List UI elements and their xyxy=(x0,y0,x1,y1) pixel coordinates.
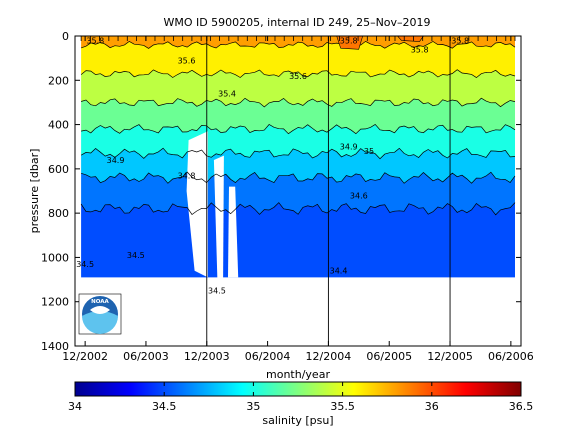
contour-label: 34.8 xyxy=(178,172,196,181)
x-tick-label: 06/2005 xyxy=(366,350,412,363)
colorbar-tick-label: 36.5 xyxy=(509,400,534,413)
x-tick-label: 12/2003 xyxy=(184,350,230,363)
plot-frame xyxy=(74,35,522,347)
y-axis-label: pressure [dbar] xyxy=(28,149,41,234)
plot-area: 35.835.635.435.635.835.835.834.934.834.9… xyxy=(75,36,521,346)
contour-label: 34.9 xyxy=(107,156,125,165)
contour-line xyxy=(80,171,516,184)
x-tick-label: 06/2003 xyxy=(123,350,169,363)
contour-label: 34.5 xyxy=(208,287,226,296)
contour-label: 34.5 xyxy=(127,251,145,260)
salinity-layer xyxy=(81,69,515,107)
colorbar-ticks: 34 34.5 35 35.5 36 36.5 xyxy=(68,382,533,413)
x-axis: 12/2002 06/2003 12/2003 06/2004 12/2004 06/20… xyxy=(62,36,534,363)
colorbar-gradient xyxy=(74,381,522,397)
colorbar-label: salinity [psu] xyxy=(262,414,333,427)
contour-label: 35.8 xyxy=(86,36,104,45)
contour-label: 35.6 xyxy=(289,72,307,81)
x-tick-label: 12/2005 xyxy=(427,350,473,363)
contour-label: 35.8 xyxy=(451,36,469,45)
colorbar-tick-label: 35 xyxy=(246,400,260,413)
contour-line xyxy=(81,123,516,135)
x-tick-label: 06/2004 xyxy=(245,350,291,363)
noaa-logo-text: NOAA xyxy=(91,299,109,305)
x-tick-label: 06/2006 xyxy=(488,350,534,363)
x-tick-label: 12/2004 xyxy=(306,350,352,363)
contour-label: 34.5 xyxy=(76,260,94,269)
contour-line xyxy=(80,40,516,49)
contour-label: 34.4 xyxy=(330,267,348,276)
contour-label: 35 xyxy=(364,147,374,156)
y-axis: 0 200 400 600 800 1000 1200 1400 xyxy=(41,30,521,353)
data-gap xyxy=(213,155,224,298)
y-tick-label: 0 xyxy=(62,30,69,43)
contour-line xyxy=(80,147,516,160)
contour-label: 35.8 xyxy=(411,45,429,54)
colorbar-tick-label: 34 xyxy=(68,400,82,413)
x-axis-label: month/year xyxy=(266,368,330,381)
contour-label: 35.4 xyxy=(218,90,236,99)
y-tick-label: 800 xyxy=(48,207,69,220)
salinity-layer xyxy=(81,202,515,278)
chart-title: WMO ID 5900205, internal ID 249, 25–Nov–… xyxy=(163,16,430,29)
high-salinity-patch xyxy=(397,36,424,42)
contour-label: 34.6 xyxy=(350,191,368,200)
x-tick-label: 12/2002 xyxy=(62,350,108,363)
y-tick-label: 1000 xyxy=(41,251,69,264)
contour-lines xyxy=(80,36,516,216)
colorbar: 34 34.5 35 35.5 36 36.5 salinity [psu] xyxy=(68,381,533,427)
data-gaps xyxy=(186,131,239,298)
profile-tick-marks xyxy=(80,36,516,41)
salinity-layer xyxy=(81,98,515,134)
y-tick-label: 1200 xyxy=(41,296,69,309)
salinity-layer xyxy=(81,41,515,78)
y-tick-label: 600 xyxy=(48,163,69,176)
contour-line xyxy=(80,69,516,79)
contour-label: 34.9 xyxy=(340,143,358,152)
y-tick-label: 200 xyxy=(48,74,69,87)
contour-line xyxy=(80,97,516,108)
contour-label: 35.6 xyxy=(178,56,196,65)
noaa-logo: NOAA xyxy=(78,293,122,335)
y-tick-label: 400 xyxy=(48,119,69,132)
data-gap xyxy=(186,131,208,278)
contour-line xyxy=(80,202,516,216)
high-salinity-patch xyxy=(336,36,363,50)
y-tick-label: 1400 xyxy=(41,340,69,353)
colorbar-tick-label: 34.5 xyxy=(152,400,177,413)
colorbar-tick-label: 35.5 xyxy=(330,400,355,413)
vertical-lines xyxy=(206,36,451,346)
colorbar-tick-label: 36 xyxy=(425,400,439,413)
